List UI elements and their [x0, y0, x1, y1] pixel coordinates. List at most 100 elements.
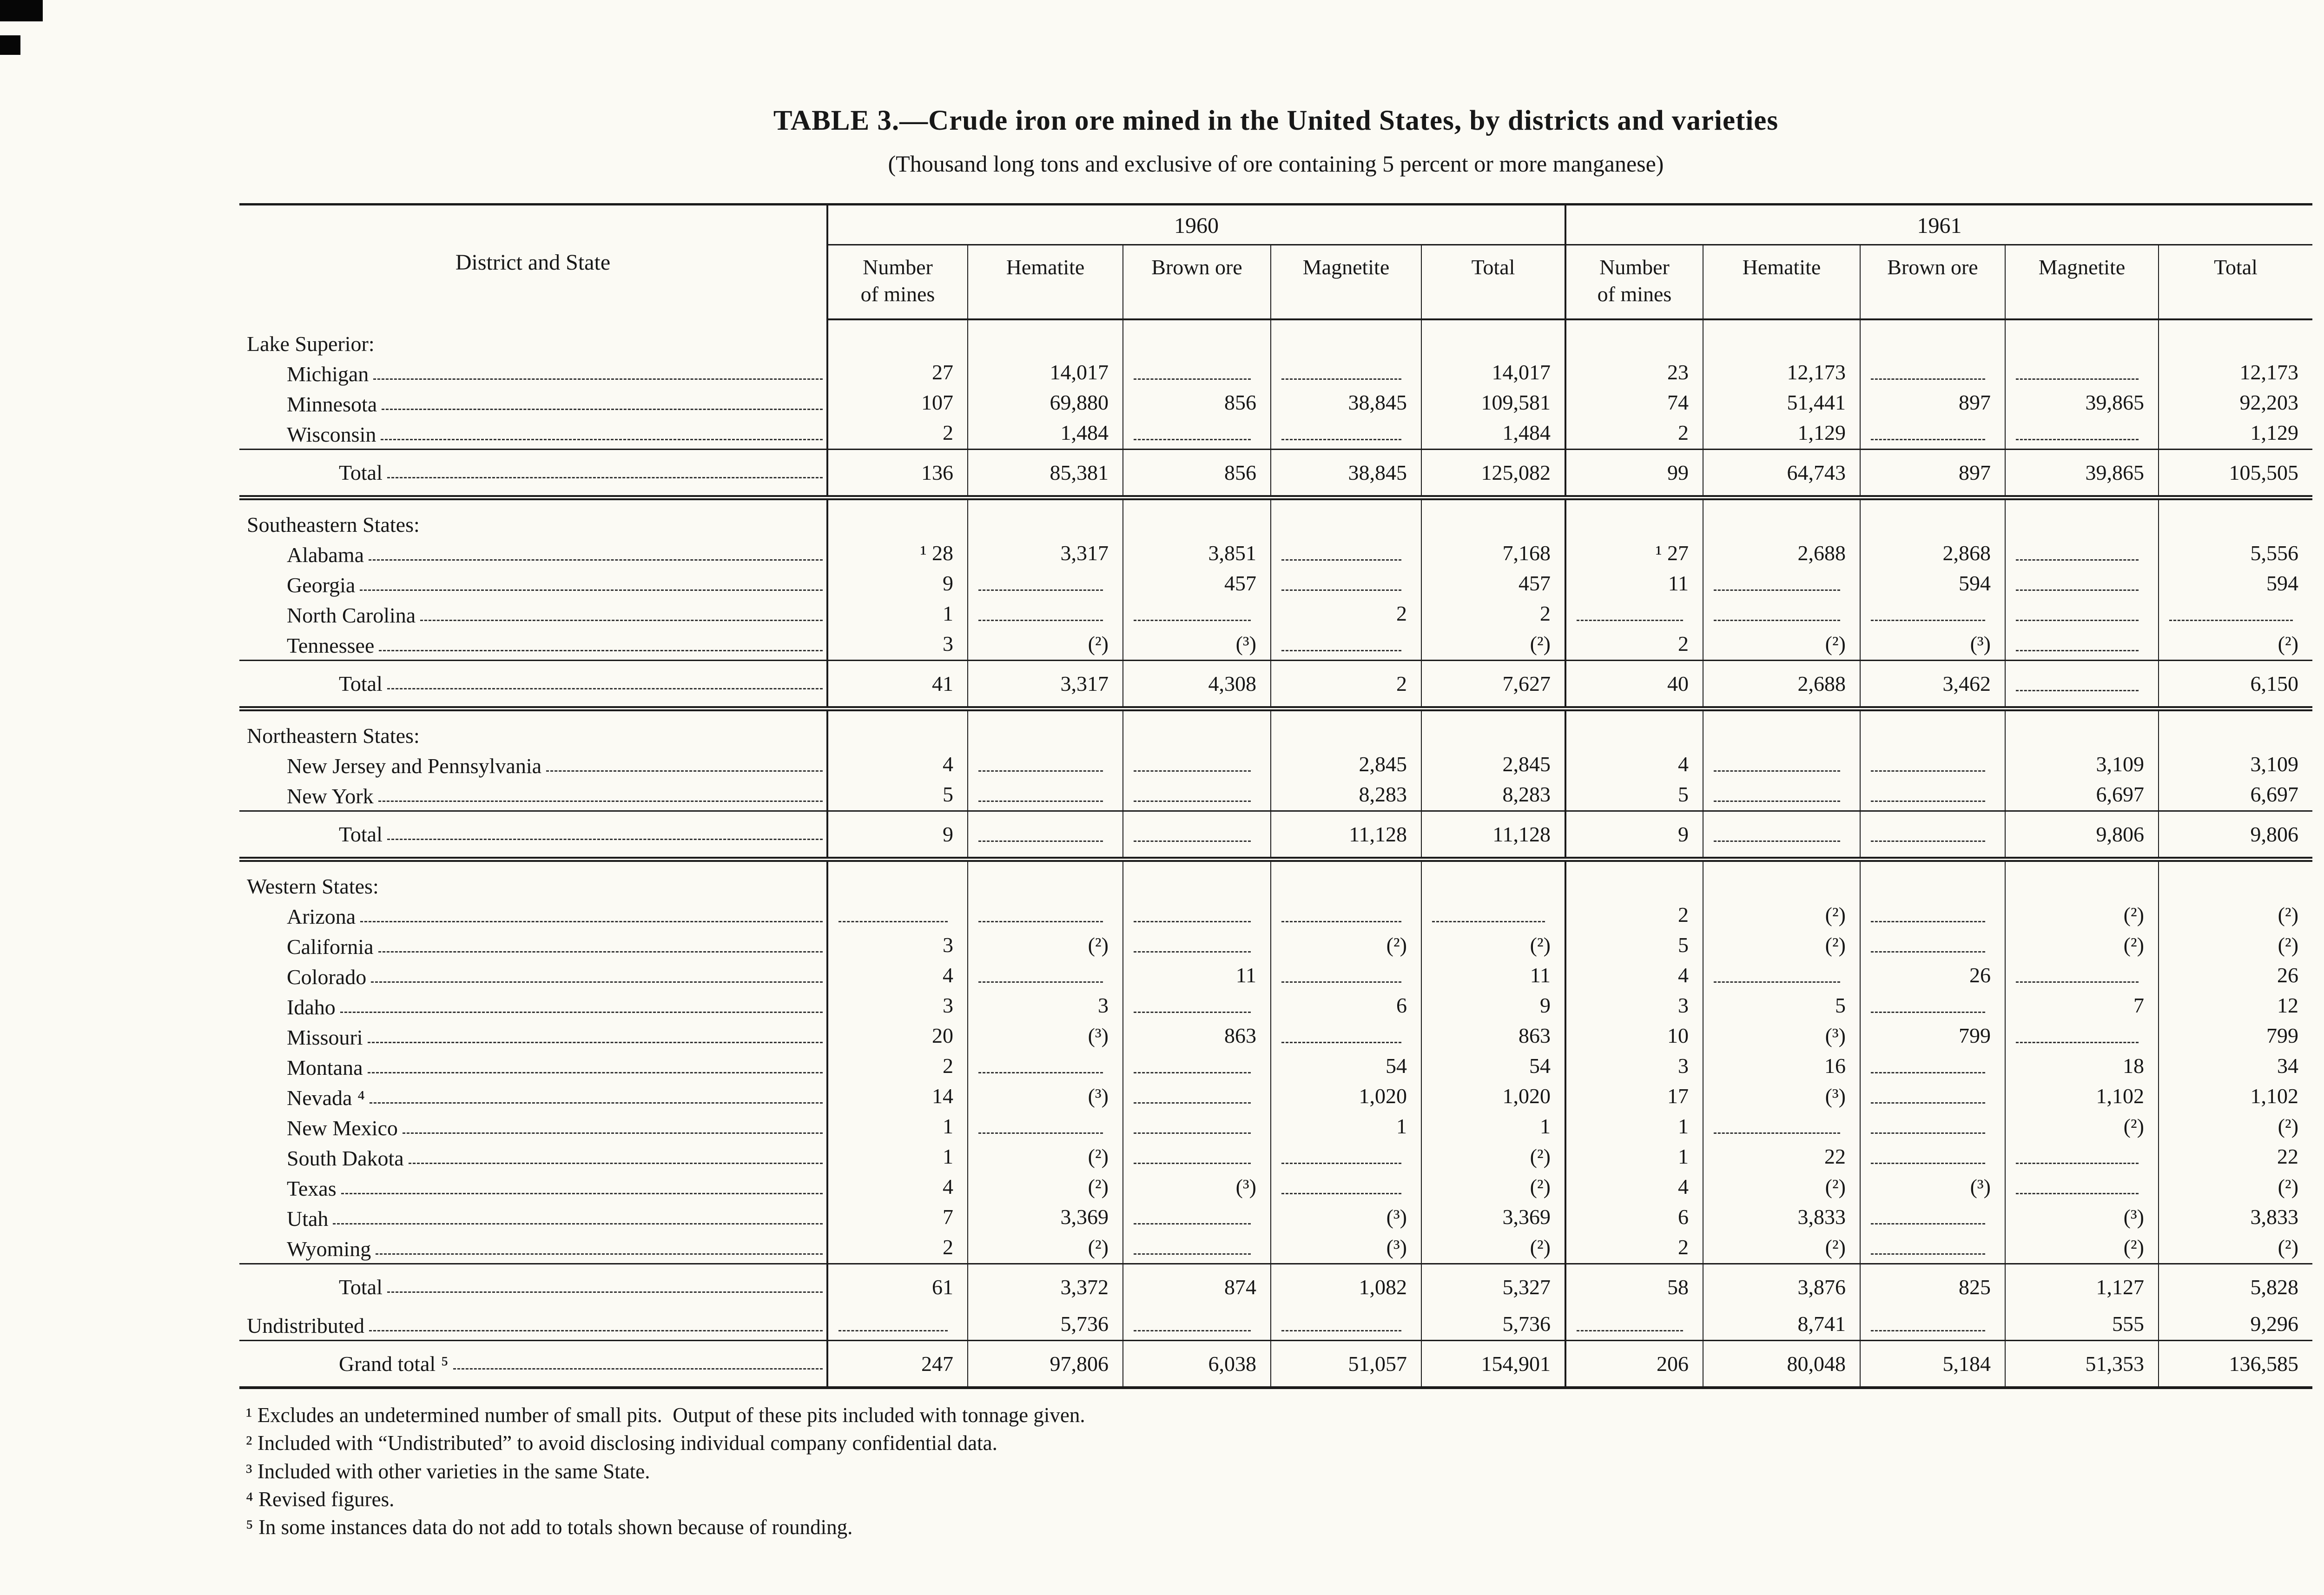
value-cell: 2: [1565, 1233, 1703, 1264]
dash-leader: [367, 1072, 823, 1073]
value-cell: [827, 900, 968, 931]
value-cell: (³): [1270, 1203, 1421, 1233]
value-cell: [1270, 708, 1421, 750]
value-cell: [2005, 539, 2159, 569]
value-cell: 5: [827, 780, 968, 811]
table-row: Colorado 4 11 11 4 26 26: [239, 961, 2313, 991]
row-label-cell: Lake Superior:: [239, 319, 828, 358]
value-cell: 4: [827, 750, 968, 780]
dash-leader: [1134, 1163, 1251, 1164]
value-cell: [1122, 1203, 1271, 1233]
value-cell: 11: [1421, 961, 1565, 991]
value-cell: [1860, 859, 2005, 900]
value-cell: [1703, 319, 1860, 358]
value-cell: [2158, 859, 2313, 900]
value-cell: [1565, 599, 1703, 629]
dash-leader: [373, 378, 823, 380]
value-cell: 136: [827, 449, 968, 500]
value-cell: [2005, 1021, 2159, 1052]
value-cell: [1860, 931, 2005, 961]
value-cell: 7: [827, 1203, 968, 1233]
value-cell: 40: [1565, 660, 1703, 711]
value-cell: [1860, 319, 2005, 358]
value-cell: 1,129: [2158, 418, 2313, 450]
value-cell: [827, 1310, 968, 1341]
dash-leader: [2016, 1042, 2139, 1043]
value-cell: 856: [1122, 388, 1271, 418]
table-body: Lake Superior: Michigan 27 14,017 14,017 23 12…: [239, 319, 2313, 1388]
value-cell: [2005, 569, 2159, 599]
dash-leader: [408, 1163, 823, 1164]
value-cell: 5,828: [2158, 1263, 2313, 1310]
dash-leader: [382, 409, 823, 410]
dash-leader: [1134, 439, 1251, 440]
row-label-cell: Michigan: [239, 358, 828, 388]
value-cell: [1421, 708, 1565, 750]
value-cell: [1703, 750, 1860, 780]
scan-artifact: [0, 35, 20, 55]
dash-leader: [1714, 841, 1840, 842]
value-cell: [967, 961, 1123, 991]
value-cell: (³): [1703, 1021, 1860, 1052]
value-cell: (²): [2158, 1233, 2313, 1264]
value-cell: 3,833: [2158, 1203, 2313, 1233]
value-cell: 799: [2158, 1021, 2313, 1052]
dash-leader: [978, 1132, 1103, 1134]
dash-leader: [1134, 1223, 1251, 1224]
value-cell: 8,741: [1703, 1310, 1860, 1341]
table-row: Southeastern States:: [239, 497, 2313, 539]
value-cell: 4,308: [1122, 660, 1271, 711]
table-row: Michigan 27 14,017 14,017 23 12,173 12,173: [239, 358, 2313, 388]
row-label-cell: Missouri: [239, 1021, 828, 1052]
value-cell: 105,505: [2158, 449, 2313, 500]
value-cell: (³): [1122, 1172, 1271, 1203]
value-cell: 3,369: [1421, 1203, 1565, 1233]
value-cell: [2005, 708, 2159, 750]
value-cell: (²): [967, 1172, 1123, 1203]
table-row: Total 61 3,372 874 1,082 5,327 58 3,876 825 1,127…: [239, 1263, 2313, 1310]
value-cell: 3,876: [1703, 1263, 1860, 1310]
value-cell: 594: [2158, 569, 2313, 599]
dash-leader: [387, 839, 823, 840]
dash-leader: [387, 688, 823, 689]
value-cell: (³): [967, 1082, 1123, 1112]
dash-leader: [1281, 1193, 1401, 1194]
footnotes: ¹ Excludes an undetermined number of sma…: [239, 1401, 2312, 1541]
column-header-magnetite: Magnetite: [1270, 245, 1421, 320]
value-cell: 1,102: [2158, 1082, 2313, 1112]
value-cell: [967, 319, 1123, 358]
row-label-cell: Total: [239, 449, 828, 500]
row-label: Arizona: [287, 905, 356, 928]
value-cell: [1122, 750, 1271, 780]
value-cell: [1122, 1233, 1271, 1264]
value-cell: 14,017: [1421, 358, 1565, 388]
value-cell: [1860, 497, 2005, 539]
dash-leader: [2016, 378, 2139, 380]
value-cell: 58: [1565, 1263, 1703, 1310]
row-label: Southeastern States:: [247, 513, 420, 536]
value-cell: 39,865: [2005, 388, 2159, 418]
dash-leader: [1871, 1102, 1985, 1104]
value-cell: 4: [827, 961, 968, 991]
table-row: Tennessee 3 (²) (³) (²) 2 (²) (³) (²): [239, 629, 2313, 661]
dash-leader: [2016, 439, 2139, 440]
row-label: Grand total ⁵: [339, 1352, 449, 1376]
dash-leader: [1134, 1132, 1251, 1134]
value-cell: 8,283: [1421, 780, 1565, 811]
value-cell: [2005, 497, 2159, 539]
value-cell: 5: [1565, 780, 1703, 811]
value-cell: (²): [2158, 931, 2313, 961]
value-cell: 897: [1860, 388, 2005, 418]
value-cell: 51,353: [2005, 1340, 2159, 1388]
value-cell: (²): [967, 1233, 1123, 1264]
value-cell: [1122, 859, 1271, 900]
value-cell: [1565, 497, 1703, 539]
value-cell: [1270, 1310, 1421, 1341]
value-cell: (²): [1703, 1233, 1860, 1264]
value-cell: 26: [2158, 961, 2313, 991]
value-cell: (²): [1421, 931, 1565, 961]
dash-leader: [1281, 1330, 1401, 1331]
dash-leader: [1134, 378, 1251, 380]
value-cell: [1703, 497, 1860, 539]
value-cell: 26: [1860, 961, 2005, 991]
